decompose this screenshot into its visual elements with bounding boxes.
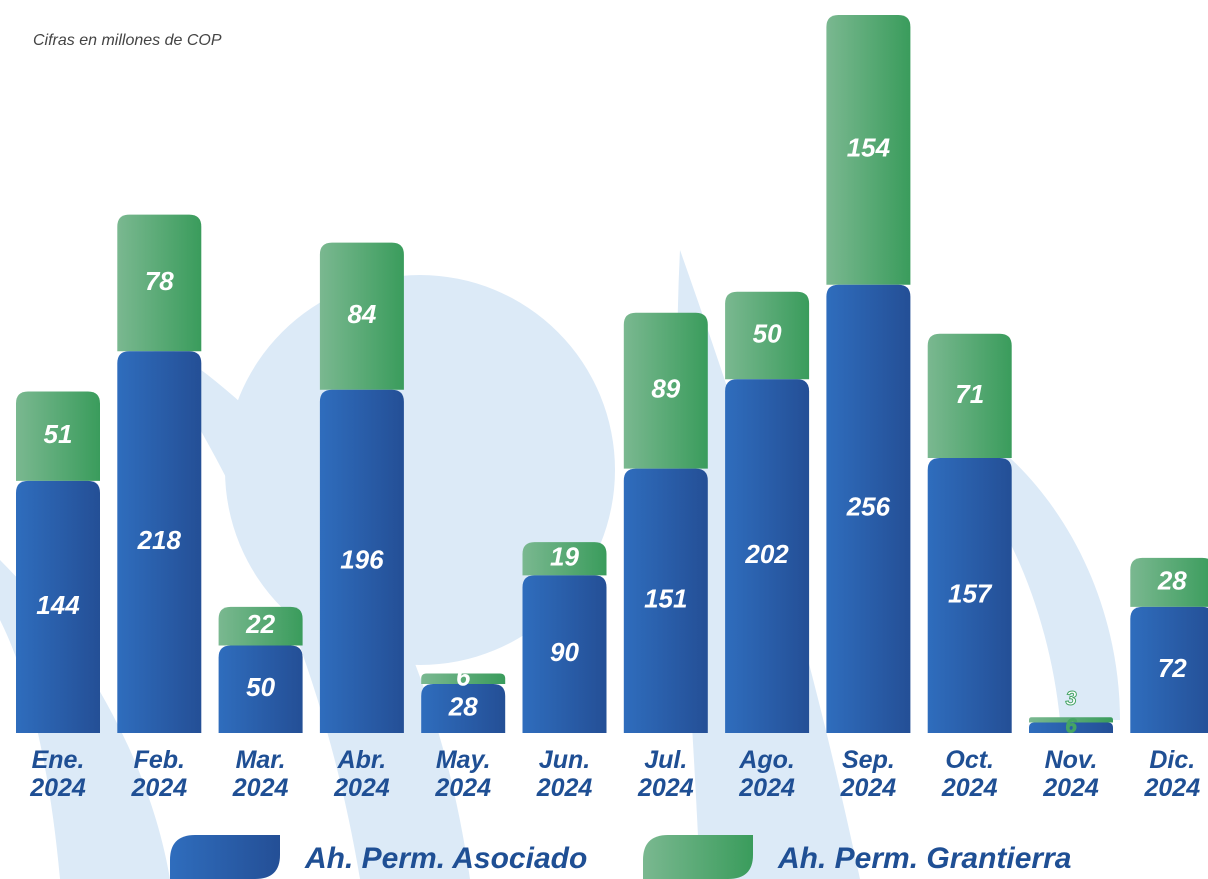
value-label: 6 <box>456 662 471 692</box>
value-label: 89 <box>651 374 680 404</box>
legend-swatch <box>170 835 280 879</box>
x-tick-label: Mar.2024 <box>232 746 289 802</box>
x-tick-label: Ago.2024 <box>738 746 795 802</box>
legend-swatch <box>643 835 753 879</box>
x-tick-label: Abr.2024 <box>333 746 390 802</box>
value-label: 28 <box>448 691 478 721</box>
legend-label: Ah. Perm. Asociado <box>304 842 587 875</box>
value-label: 72 <box>1158 653 1187 683</box>
value-label: 51 <box>44 419 73 449</box>
value-label: 28 <box>1157 565 1187 595</box>
value-label: 157 <box>948 578 993 608</box>
value-label: 154 <box>847 133 891 163</box>
legend-label: Ah. Perm. Grantierra <box>777 842 1071 875</box>
value-label: 71 <box>955 379 984 409</box>
value-label: 22 <box>245 609 275 639</box>
value-label: 50 <box>246 672 275 702</box>
x-tick-label: Sep.2024 <box>840 746 897 802</box>
value-label: 202 <box>744 539 789 569</box>
x-tick-label: May.2024 <box>434 746 491 802</box>
value-label: 3 <box>1065 688 1076 710</box>
x-tick-label: Jun.2024 <box>536 746 593 802</box>
x-tick-label: Jul.2024 <box>637 746 694 802</box>
chart: Cifras en millones de COP 144 51 Ene.2024 2… <box>0 0 1208 879</box>
value-label: 144 <box>36 590 80 620</box>
value-label: 151 <box>644 584 687 614</box>
value-label: 256 <box>846 492 891 522</box>
x-tick-label: Nov.2024 <box>1042 746 1099 802</box>
value-label: 6 <box>1065 715 1077 737</box>
value-label: 218 <box>137 525 182 555</box>
value-label: 78 <box>145 266 174 296</box>
value-label: 196 <box>340 544 384 574</box>
x-tick-label: Ene.2024 <box>29 746 86 802</box>
x-tick-label: Oct.2024 <box>941 746 998 802</box>
value-label: 50 <box>753 318 782 348</box>
subtitle: Cifras en millones de COP <box>33 32 222 49</box>
x-tick-label: Dic.2024 <box>1143 746 1200 802</box>
value-label: 19 <box>550 542 579 572</box>
value-label: 90 <box>550 637 579 667</box>
value-label: 84 <box>347 299 376 329</box>
x-tick-label: Feb.2024 <box>130 746 187 802</box>
